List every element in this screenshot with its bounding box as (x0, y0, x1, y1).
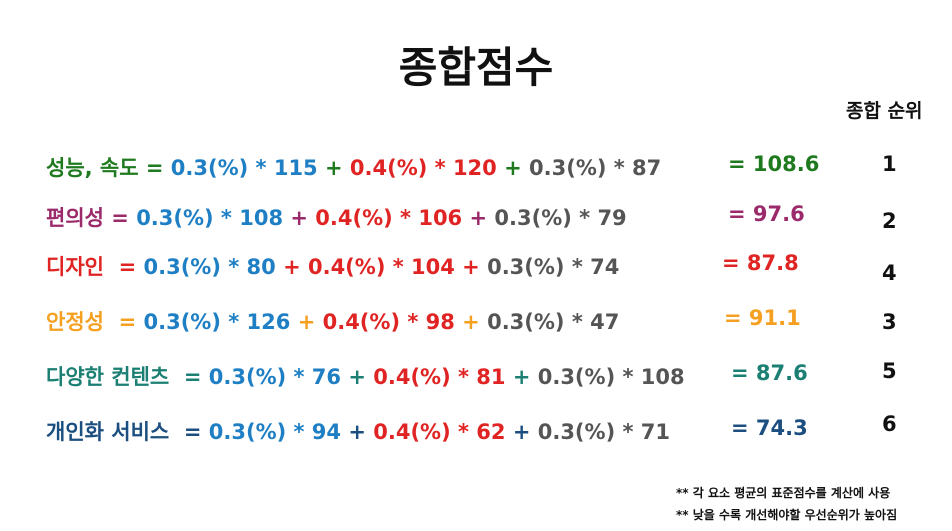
formula-row: 디자인 = 0.3(%) * 80 + 0.4(%) * 104 + 0.3(%… (46, 251, 619, 281)
formula-row: 편의성 = 0.3(%) * 108 + 0.4(%) * 106 + 0.3(… (46, 202, 627, 232)
rank-value: 4 (882, 261, 897, 285)
equals-sign: = (138, 156, 171, 180)
plus-sign: + (462, 206, 495, 230)
weight-term-2: 0.4(%) * 106 (315, 206, 463, 230)
formula-row: 다양한 컨텐츠 = 0.3(%) * 76 + 0.4(%) * 81 + 0.… (46, 361, 685, 391)
result-value: = 74.3 (731, 416, 808, 440)
plus-sign: + (283, 206, 316, 230)
plus-sign: + (275, 255, 308, 279)
rank-value: 1 (882, 152, 897, 176)
rank-value: 3 (882, 310, 897, 334)
equals-sign: = (103, 255, 144, 279)
plus-sign: + (290, 310, 323, 334)
formula-row: 성능, 속도 = 0.3(%) * 115 + 0.4(%) * 120 + 0… (46, 152, 661, 182)
rank-value: 6 (882, 412, 897, 436)
rank-header: 종합 순위 (846, 100, 923, 122)
criterion-name: 편의성 (46, 206, 104, 230)
weight-term-2: 0.4(%) * 104 (307, 255, 455, 279)
result-value: = 108.6 (728, 152, 820, 176)
result-value: = 97.6 (728, 202, 805, 226)
plus-sign: + (505, 365, 538, 389)
plus-sign: + (496, 156, 530, 180)
weight-term-1: 0.3(%) * 126 (143, 310, 291, 334)
result-value: = 87.6 (731, 361, 808, 385)
weight-term-2: 0.4(%) * 81 (373, 365, 506, 389)
weight-term-2: 0.4(%) * 120 (349, 156, 497, 180)
weight-term-1: 0.3(%) * 115 (170, 156, 318, 180)
criterion-name: 다양한 컨텐츠 (46, 365, 170, 389)
footnote-line: ** 낮을 수록 개선해야할 우선순위가 높아짐 (676, 508, 898, 522)
plus-sign: + (341, 420, 374, 444)
result-value: = 87.8 (722, 251, 799, 275)
weight-term-1: 0.3(%) * 94 (208, 420, 342, 444)
equals-sign: = (169, 365, 209, 389)
equals-sign: = (103, 206, 137, 230)
weight-term-2: 0.4(%) * 98 (322, 310, 455, 334)
weight-term-3: 0.3(%) * 108 (537, 365, 685, 389)
equals-sign: = (169, 420, 209, 444)
plus-sign: + (341, 365, 374, 389)
criterion-name: 안정성 (46, 310, 104, 334)
rank-value: 5 (882, 359, 897, 383)
plus-sign: + (454, 310, 488, 334)
criterion-name: 성능, 속도 (46, 156, 139, 180)
rank-value: 2 (882, 209, 897, 233)
equals-sign: = (103, 310, 144, 334)
weight-term-1: 0.3(%) * 80 (143, 255, 276, 279)
weight-term-3: 0.3(%) * 74 (487, 255, 620, 279)
weight-term-3: 0.3(%) * 87 (529, 156, 662, 180)
weight-term-3: 0.3(%) * 47 (487, 310, 620, 334)
plus-sign: + (317, 156, 350, 180)
weight-term-1: 0.3(%) * 76 (208, 365, 342, 389)
footnotes: ** 각 요소 평균의 표준점수를 계산에 사용 ** 낮을 수록 개선해야할 … (676, 482, 897, 526)
weight-term-1: 0.3(%) * 108 (136, 206, 284, 230)
weight-term-3: 0.3(%) * 71 (537, 420, 670, 444)
criterion-name: 디자인 (46, 255, 104, 279)
plus-sign: + (454, 255, 488, 279)
footnote-line: ** 각 요소 평균의 표준점수를 계산에 사용 (676, 486, 891, 500)
formula-row: 개인화 서비스 = 0.3(%) * 94 + 0.4(%) * 62 + 0.… (46, 416, 670, 446)
weight-term-2: 0.4(%) * 62 (373, 420, 506, 444)
result-value: = 91.1 (724, 306, 801, 330)
criterion-name: 개인화 서비스 (46, 420, 170, 444)
formula-row: 안정성 = 0.3(%) * 126 + 0.4(%) * 98 + 0.3(%… (46, 306, 619, 336)
plus-sign: + (505, 420, 538, 444)
page-title: 종합점수 (398, 43, 554, 92)
weight-term-3: 0.3(%) * 79 (494, 206, 627, 230)
